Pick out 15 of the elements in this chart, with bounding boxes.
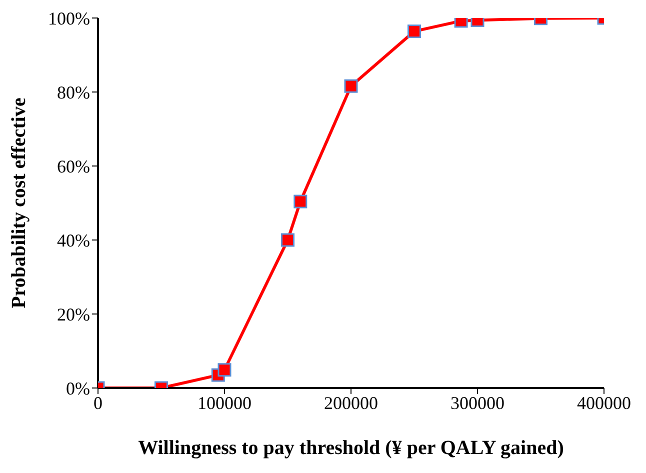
y-axis-title: Probability cost effective [8,98,30,308]
point [281,233,294,247]
x-tick-label: 100000 [198,392,252,413]
x-tick-label: 200000 [324,392,378,413]
x-tick-label: 0 [94,392,102,413]
y-tick-label: 100% [48,8,90,28]
y-tick-label: 60% [57,156,90,176]
x-axis-title: Willingness to pay threshold (¥ per QALY gained) [138,437,564,459]
y-tick-label: 40% [57,230,90,250]
y-tick-label: 20% [57,304,90,324]
x-tick-label: 300000 [450,392,504,413]
y-tick-label: 0% [66,378,90,398]
x-tick-label: 400000 [577,392,631,413]
y-tick-label: 80% [57,82,90,102]
point [294,194,308,208]
